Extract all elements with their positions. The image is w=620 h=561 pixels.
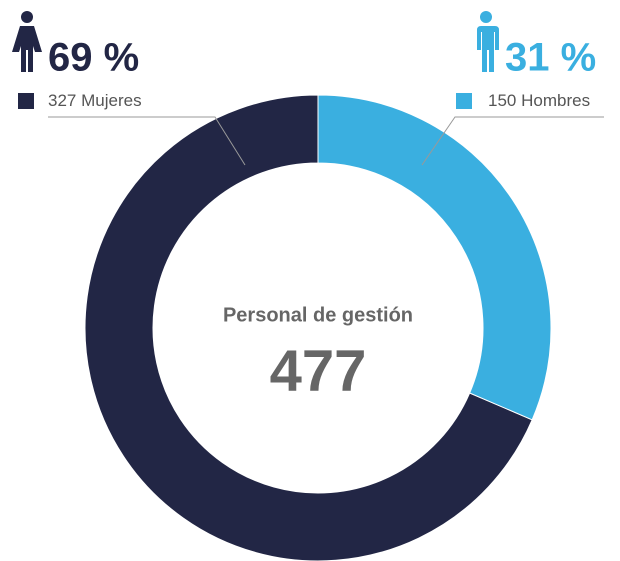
leader-line — [421, 116, 604, 166]
woman-icon — [12, 11, 42, 72]
count: 327 — [48, 91, 76, 110]
man-icon — [477, 11, 499, 72]
percent-label: 31 % — [505, 36, 596, 80]
category: Mujeres — [81, 91, 141, 110]
category: Hombres — [521, 91, 590, 110]
legend-swatch — [18, 93, 34, 109]
donut-segment — [317, 94, 552, 421]
donut-segment — [84, 94, 533, 561]
center-label: Personal de gestión — [223, 304, 413, 326]
leader-line — [48, 116, 246, 166]
count: 150 — [488, 91, 516, 110]
center-total: 477 — [270, 338, 367, 403]
donut — [84, 94, 552, 561]
legend-swatch — [456, 93, 472, 109]
legend-label: 150 Hombres — [488, 91, 590, 110]
legend-label: 327 Mujeres — [48, 91, 142, 110]
percent-label: 69 % — [48, 36, 139, 80]
